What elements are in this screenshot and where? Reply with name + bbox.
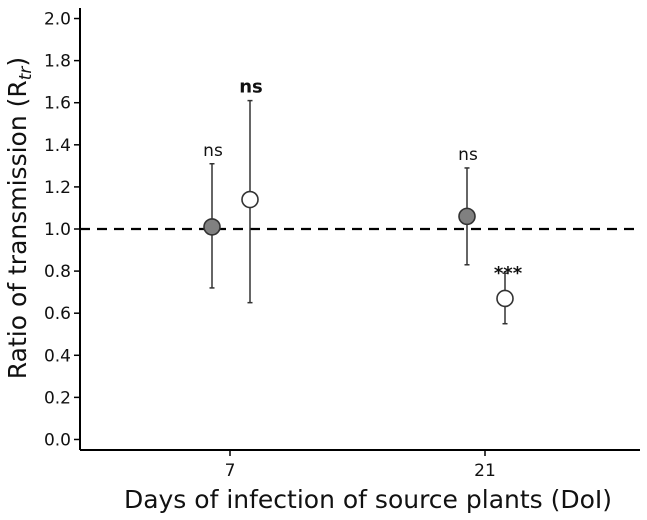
y-tick-label: 1.0 <box>44 220 71 240</box>
data-point <box>458 207 476 226</box>
y-tick-label: 1.4 <box>44 136 71 156</box>
y-tick-label: 0.0 <box>44 430 71 450</box>
y-tick-label: 0.4 <box>44 346 71 366</box>
y-axis-label-main: Ratio of transmission (R <box>3 80 32 379</box>
data-point <box>203 218 221 236</box>
y-tick-label: 1.6 <box>44 94 71 114</box>
data-marks: ns ns ns *** <box>203 77 523 325</box>
significance-label: ns <box>203 141 223 161</box>
y-axis-label-subscript: tr <box>16 66 36 81</box>
data-point <box>496 289 514 308</box>
x-axis-label: Days of infection of source plants (DoI) <box>124 485 612 514</box>
x-tick-label: 7 <box>225 461 236 481</box>
y-tick-label: 0.6 <box>44 304 71 324</box>
significance-label: ns <box>239 77 263 98</box>
data-point <box>241 190 259 209</box>
y-tick-label: 0.2 <box>44 388 71 408</box>
axes: 0.0 0.2 0.4 0.6 0.8 1.0 1.2 1.4 1.6 1.8 2.0 7 21 <box>44 8 640 481</box>
y-tick-label: 1.8 <box>44 52 71 72</box>
y-tick-label: 1.2 <box>44 178 71 198</box>
y-axis-label: Ratio of transmission (Rtr) <box>3 57 36 379</box>
y-axis-label-close: ) <box>3 57 32 67</box>
significance-label: *** <box>494 263 523 284</box>
y-tick-label: 0.8 <box>44 262 71 282</box>
x-tick-label: 21 <box>474 461 496 481</box>
y-tick-label: 2.0 <box>44 10 71 30</box>
significance-label: ns <box>458 145 478 165</box>
